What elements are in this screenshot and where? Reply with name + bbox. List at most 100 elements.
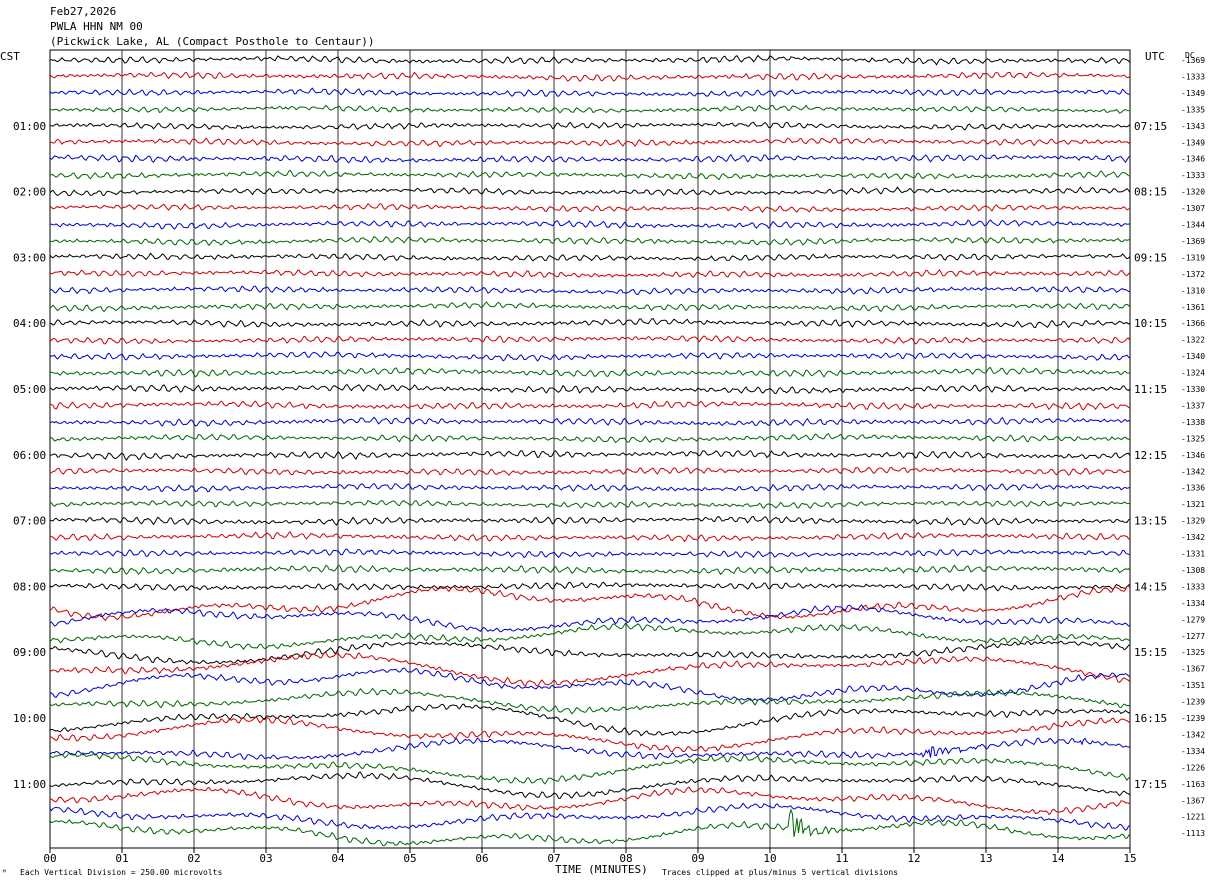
trace-line [49,667,1131,702]
trace-line [49,104,1131,114]
x-axis-ticks: 00 01 02 03 04 05 06 07 08 09 10 11 12 13 14 15 [43,852,1136,865]
trace-line [49,808,1131,847]
dc-offset-label: -1310 [1181,286,1205,295]
dc-offset-label: -1277 [1181,632,1205,641]
x-tick-label: 15 [1123,852,1136,865]
trace-line [49,604,1131,633]
dc-offset-label: -1333 [1181,171,1205,180]
dc-offset-label: -1367 [1181,665,1205,674]
trace-line [49,269,1131,278]
left-hour-label: 11:00 [13,778,46,791]
trace-line [49,433,1131,444]
dc-offset-label: -1239 [1181,714,1205,723]
dc-offset-label: -1113 [1181,829,1205,838]
trace-line [49,317,1131,329]
trace-line [49,285,1131,296]
trace-line [49,687,1131,715]
trace-line [49,153,1131,164]
dc-offset-label: -1333 [1181,582,1205,591]
trace-line [49,252,1131,262]
dc-offset-label: -1329 [1181,517,1205,526]
dc-offset-label: -1321 [1181,500,1205,509]
left-hour-label: 10:00 [13,712,46,725]
left-hour-labels: 01:00 02:00 03:00 04:00 05:00 06:00 07:00 08:00… [13,120,46,791]
trace-line [49,564,1131,576]
trace-line [49,737,1131,760]
trace-line [49,771,1131,800]
trace-line [49,585,1131,622]
dc-offset-label: -1325 [1181,648,1205,657]
dc-offset-label: -1342 [1181,730,1205,739]
dc-offset-label: -1346 [1181,451,1205,460]
x-tick-label: 10 [763,852,776,865]
trace-line [49,169,1131,181]
left-hour-label: 03:00 [13,251,46,264]
dc-offset-label: -1340 [1181,352,1205,361]
trace-line [50,219,1131,230]
trace-line [49,400,1131,411]
trace-line [49,383,1131,395]
header-date: Feb27,2026 [50,5,116,18]
x-axis-label: TIME (MINUTES) [555,863,648,876]
dc-offset-label: -1334 [1181,747,1205,756]
dc-offset-labels: -1369 -1333 -1349 -1335 -1343 -1349 -1346 -1333… [1181,56,1205,838]
dc-offset-label: -1349 [1181,89,1205,98]
dc-offset-label: -1337 [1181,401,1205,410]
dc-offset-label: -1367 [1181,796,1205,805]
dc-header-label: DC [1185,51,1195,60]
x-tick-label: 08 [619,852,632,865]
dc-offset-label: -1338 [1181,418,1205,427]
trace-line [49,235,1131,247]
trace-line [49,137,1131,148]
trace-line [49,530,1131,543]
dc-offset-label: -1325 [1181,434,1205,443]
dc-offset-label: -1239 [1181,698,1205,707]
left-hour-label: 05:00 [13,383,46,396]
trace-line [49,416,1131,427]
left-hour-label: 08:00 [13,580,46,593]
right-hour-label: 13:15 [1134,515,1167,528]
x-tick-label: 06 [475,852,488,865]
x-tick-label: 03 [259,852,272,865]
dc-offset-label: -1307 [1181,204,1205,213]
left-hour-label: 04:00 [13,317,46,330]
dc-offset-label: -1361 [1181,303,1205,312]
trace-line [49,87,1131,97]
trace-line [49,640,1131,665]
dc-offset-label: -1163 [1181,780,1205,789]
x-tick-label: 07 [547,852,560,865]
dc-offset-label: -1342 [1181,533,1205,542]
trace-line [49,351,1131,362]
scale-glyph: ᴹ [2,868,7,877]
footer-scale-note: Each Vertical Division = 250.00 microvol… [20,868,222,877]
dc-offset-label: -1221 [1181,813,1205,822]
right-timezone-label: UTC [1145,50,1165,63]
right-hour-label: 11:15 [1134,383,1167,396]
plot-frame [49,49,1131,849]
right-hour-label: 16:15 [1134,712,1167,725]
trace-line [49,202,1131,213]
dc-offset-label: -1322 [1181,336,1205,345]
left-hour-label: 07:00 [13,515,46,528]
dc-offset-label: -1336 [1181,484,1205,493]
trace-line [49,301,1131,313]
left-hour-label: 01:00 [13,120,46,133]
trace-line [49,499,1131,510]
x-tick-label: 02 [187,852,200,865]
header-station: PWLA HHN NM 00 [50,20,143,33]
trace-line [49,71,1131,82]
x-tick-label: 05 [403,852,416,865]
right-hour-label: 09:15 [1134,251,1167,264]
dc-offset-label: -1333 [1181,72,1205,81]
right-hour-label: 12:15 [1134,449,1167,462]
dc-offset-label: -1343 [1181,122,1205,131]
trace-line [49,716,1131,753]
x-tick-label: 09 [691,852,704,865]
dc-offset-label: -1324 [1181,369,1205,378]
trace-line [49,548,1131,559]
trace-line [49,703,1131,737]
trace-line [49,621,1131,651]
dc-offset-label: -1320 [1181,188,1205,197]
trace-line [50,121,1131,131]
